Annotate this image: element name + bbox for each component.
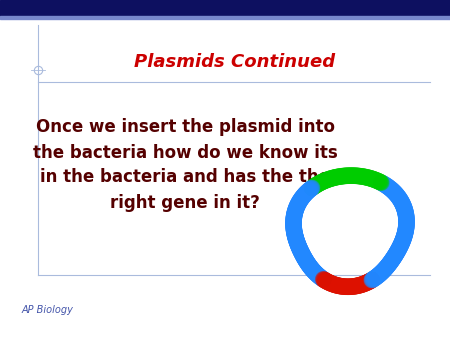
Text: Plasmids Continued: Plasmids Continued (135, 53, 336, 71)
Text: Once we insert the plasmid into
the bacteria how do we know its
in the bacteria : Once we insert the plasmid into the bact… (32, 119, 338, 212)
Bar (0, 0, 450, 16)
Text: AP Biology: AP Biology (22, 305, 74, 315)
Bar (0, 16, 450, 19)
